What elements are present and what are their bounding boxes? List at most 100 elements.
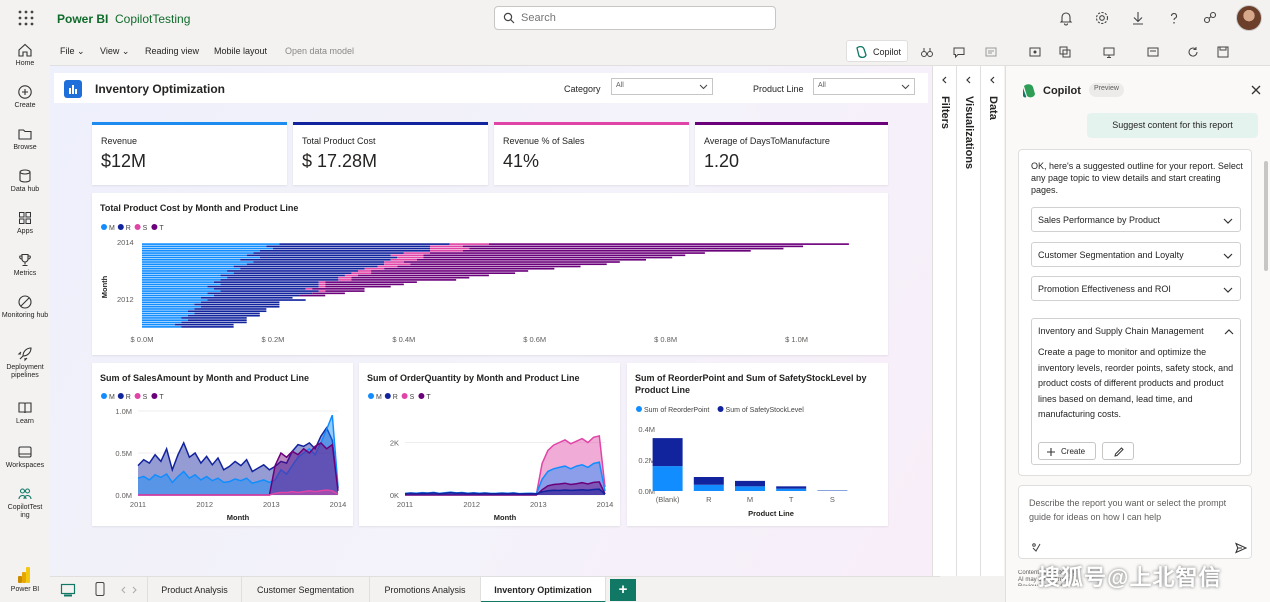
suggest-content-chip[interactable]: Suggest content for this report xyxy=(1087,113,1258,138)
nav-metrics[interactable]: Metrics xyxy=(0,252,50,278)
preview-badge: Preview xyxy=(1089,83,1124,97)
file-menu[interactable]: File ⌄ xyxy=(60,46,85,56)
edit-prompt-button[interactable] xyxy=(1102,442,1134,460)
search-input[interactable] xyxy=(521,11,761,25)
category-filter-select[interactable]: All xyxy=(611,78,713,95)
gear-icon[interactable] xyxy=(1094,10,1110,26)
visual-sales-amount-area[interactable]: Sum of SalesAmount by Month and Product … xyxy=(92,363,353,526)
visual-order-quantity-area[interactable]: Sum of OrderQuantity by Month and Produc… xyxy=(359,363,620,526)
desktop-view-icon[interactable] xyxy=(60,582,76,598)
kpi-value: $ 17.28M xyxy=(302,151,378,171)
bar-segment xyxy=(142,299,208,301)
nav-monitoring-hub[interactable]: Monitoring hub xyxy=(0,294,50,320)
reading-view-button[interactable]: Reading view xyxy=(145,46,200,56)
nav-powerbi[interactable]: Power BI xyxy=(0,566,50,594)
data-pane-collapsed[interactable]: Data xyxy=(980,66,1004,576)
tab-promotions-analysis[interactable]: Promotions Analysis xyxy=(370,577,481,602)
filters-pane-collapsed[interactable]: Filters xyxy=(932,66,956,576)
visual-product-cost-bar[interactable]: Total Product Cost by Month and Product … xyxy=(92,193,888,355)
x-tick-label: 2012 xyxy=(463,500,480,509)
prompt-guide-icon[interactable] xyxy=(1031,542,1042,553)
add-page-button[interactable]: + xyxy=(610,579,636,601)
mobile-layout-button[interactable]: Mobile layout xyxy=(214,46,268,56)
copilot-prompt-input[interactable] xyxy=(1029,496,1241,532)
topic-customer-segmentation[interactable]: Customer Segmentation and Loyalty xyxy=(1031,242,1241,267)
bar-segment xyxy=(142,279,221,281)
share-icon[interactable] xyxy=(1202,10,1218,26)
topic-sales-performance[interactable]: Sales Performance by Product xyxy=(1031,207,1241,232)
avatar[interactable] xyxy=(1236,5,1262,31)
binoculars-icon[interactable] xyxy=(920,45,934,59)
view-menu[interactable]: View ⌄ xyxy=(100,46,130,56)
x-tick-label: T xyxy=(789,495,794,504)
nav-deployment-pipelines[interactable]: Deployment pipelines xyxy=(0,346,50,380)
product-line-filter-select[interactable]: All xyxy=(813,78,915,95)
present-icon[interactable] xyxy=(1102,45,1116,59)
tab-customer-segmentation[interactable]: Customer Segmentation xyxy=(242,577,370,602)
search-box[interactable] xyxy=(494,6,776,30)
bar-segment xyxy=(142,281,214,283)
y-tick-label: 0K xyxy=(390,491,399,500)
bar-segment xyxy=(423,256,673,259)
chevron-down-icon xyxy=(699,84,708,90)
bar-segment xyxy=(142,314,188,317)
comment-icon[interactable] xyxy=(952,45,966,59)
open-data-model-button[interactable]: Open data model xyxy=(285,46,355,56)
tab-scroll-arrows-icon[interactable] xyxy=(120,586,138,594)
nav-browse[interactable]: Browse xyxy=(0,126,50,152)
chevron-left-icon[interactable] xyxy=(965,76,973,84)
chevron-left-icon[interactable] xyxy=(989,76,997,84)
bar-segment xyxy=(253,261,385,263)
kpi-card-revenue[interactable]: Revenue $12M xyxy=(92,122,287,185)
copilot-scrollbar[interactable] xyxy=(1264,161,1268,271)
workspace-name[interactable]: CopilotTesting xyxy=(115,12,191,26)
send-icon[interactable] xyxy=(1235,542,1247,554)
kpi-label: Revenue xyxy=(101,136,138,146)
visual-reorder-point-column[interactable]: Sum of ReorderPoint and Sum of SafetySto… xyxy=(627,363,888,526)
edit-icon[interactable] xyxy=(1146,45,1160,59)
bar-segment xyxy=(142,294,214,297)
topic-label[interactable]: Inventory and Supply Chain Management xyxy=(1038,326,1204,336)
bookmark-icon[interactable] xyxy=(984,45,998,59)
nav-home[interactable]: Home xyxy=(0,42,50,68)
x-tick-label: 2014 xyxy=(330,500,347,509)
create-page-button[interactable]: Create xyxy=(1038,442,1096,460)
legend-marker xyxy=(101,393,107,399)
kpi-card-days-to-manufacture[interactable]: Average of DaysToManufacture 1.20 xyxy=(695,122,888,185)
tab-product-analysis[interactable]: Product Analysis xyxy=(147,577,242,602)
bar-segment xyxy=(403,261,620,263)
category-filter-value: All xyxy=(616,82,624,89)
chevron-left-icon[interactable] xyxy=(941,76,949,84)
nav-workspaces[interactable]: Workspaces xyxy=(0,444,50,470)
x-tick-label: S xyxy=(830,495,835,504)
legend-marker xyxy=(636,406,642,412)
bar-segment xyxy=(142,296,201,299)
visualizations-pane-collapsed[interactable]: Visualizations xyxy=(956,66,980,576)
app-launcher-icon[interactable] xyxy=(16,8,36,28)
chevron-up-icon[interactable] xyxy=(1224,327,1234,337)
tab-inventory-optimization[interactable]: Inventory Optimization xyxy=(481,577,606,602)
kpi-card-total-product-cost[interactable]: Total Product Cost $ 17.28M xyxy=(293,122,488,185)
download-icon[interactable] xyxy=(1130,10,1146,26)
bar-segment xyxy=(174,323,234,326)
bell-icon[interactable] xyxy=(1058,10,1074,26)
nav-apps[interactable]: Apps xyxy=(0,210,50,236)
legend-label: R xyxy=(126,225,131,232)
help-icon[interactable] xyxy=(1166,10,1182,26)
kpi-card-revenue-pct[interactable]: Revenue % of Sales 41% xyxy=(494,122,689,185)
nav-create[interactable]: Create xyxy=(0,84,50,110)
brand-name[interactable]: Power BI xyxy=(57,12,109,26)
nav-copilottesting[interactable]: CopilotTesting xyxy=(0,486,50,520)
copilot-button[interactable]: Copilot xyxy=(846,40,908,62)
topic-promotion-effectiveness[interactable]: Promotion Effectiveness and ROI xyxy=(1031,276,1241,301)
nav-learn[interactable]: Learn xyxy=(0,400,50,426)
bar-segment xyxy=(142,317,182,319)
subscribe-icon[interactable] xyxy=(1028,45,1042,59)
mobile-view-icon[interactable] xyxy=(94,581,106,597)
nav-data-hub[interactable]: Data hub xyxy=(0,168,50,194)
save-icon[interactable] xyxy=(1216,45,1230,59)
refresh-icon[interactable] xyxy=(1186,45,1200,59)
close-icon[interactable] xyxy=(1251,85,1261,95)
share-report-icon[interactable] xyxy=(1058,45,1072,59)
plus-circle-icon xyxy=(18,85,32,99)
